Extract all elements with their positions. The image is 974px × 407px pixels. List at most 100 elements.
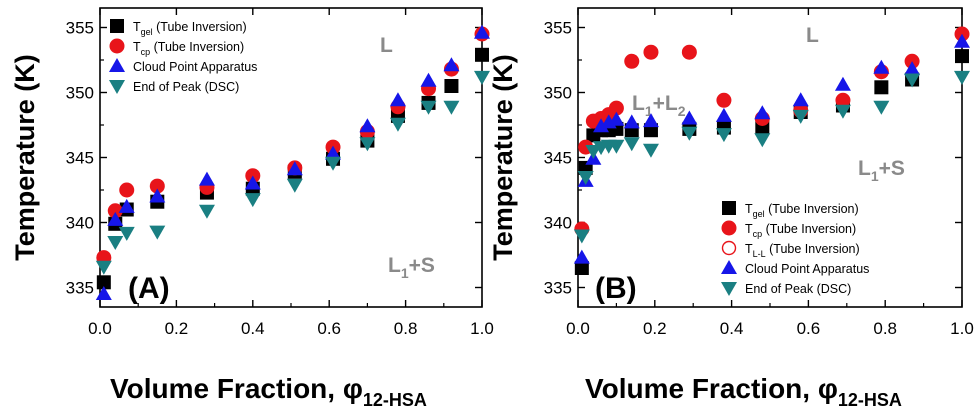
data-point-gel [955, 49, 969, 64]
legend-entry-gel: Tgel (Tube Inversion) [133, 20, 247, 37]
x-tick-label: 0.2 [165, 319, 189, 338]
panel-label: (B) [595, 272, 637, 305]
data-point-gel [874, 80, 889, 95]
data-point-ll [682, 45, 697, 60]
data-point-dsc [389, 117, 406, 132]
data-point-dsc [792, 109, 809, 124]
legend-marker-gel [110, 19, 124, 33]
series-dsc [95, 70, 490, 275]
data-point-cp [835, 92, 851, 108]
x-tick-label: 1.0 [950, 319, 974, 338]
data-point-dsc [754, 133, 771, 148]
data-point-dsc [474, 70, 490, 85]
data-point-dsc [149, 225, 166, 240]
data-point-dsc [642, 143, 659, 158]
y-tick-label: 340 [544, 214, 572, 233]
legend-marker-dsc [721, 282, 737, 296]
region-label: L [380, 34, 393, 57]
legend: Tgel (Tube Inversion) Tcp (Tube Inversion… [721, 201, 869, 296]
data-point-cloud [149, 188, 166, 203]
data-point-ll [643, 45, 659, 60]
region-label: L1+S [858, 157, 905, 184]
x-tick-label: 0.8 [873, 319, 897, 338]
data-point-dsc [286, 178, 303, 193]
data-point-dsc [873, 100, 890, 115]
data-point-cloud [198, 171, 215, 186]
data-point-dsc [443, 100, 460, 115]
legend-marker-cp [109, 38, 125, 54]
data-point-dsc [715, 128, 732, 143]
y-tick-label: 350 [544, 84, 572, 103]
data-point-cp [119, 182, 135, 198]
data-point-cloud [389, 92, 406, 107]
y-tick-label: 350 [66, 84, 94, 103]
y-axis-label: Temperature (K) [488, 54, 518, 261]
x-tick-label: 0.0 [566, 319, 590, 338]
data-point-cp [643, 44, 659, 60]
data-point-cloud [642, 113, 659, 128]
data-point-dsc [359, 137, 376, 152]
y-axis-label: Temperature (K) [10, 54, 40, 261]
x-tick-label: 0.8 [394, 319, 418, 338]
data-point-dsc [904, 73, 921, 88]
series-cloud [573, 33, 970, 264]
x-tick-label: 1.0 [470, 319, 494, 338]
data-point-dsc [118, 226, 135, 241]
data-point-gel [96, 275, 111, 290]
y-tick-label: 345 [66, 149, 94, 168]
data-point-cloud [623, 114, 640, 129]
legend-entry-dsc: End of Peak (DSC) [745, 282, 851, 296]
y-tick-label: 340 [66, 214, 94, 233]
data-point-cloud [118, 198, 135, 213]
data-point-cp [107, 203, 123, 219]
chart-panel-2: 0.0 0.2 0.4 0.6 0.8 1.0 335 340 345 350 355 Tempera… [488, 7, 974, 407]
data-point-cloud [359, 118, 376, 133]
data-point-cloud [474, 24, 490, 39]
series-cloud [95, 24, 490, 300]
legend-entry-gel: Tgel (Tube Inversion) [745, 202, 859, 219]
x-tick-label: 0.4 [720, 319, 744, 338]
data-point-dsc [244, 193, 261, 208]
data-point-cloud [244, 175, 261, 190]
y-tick-label: 335 [66, 279, 94, 298]
chart-panel-1: 0.0 0.2 0.4 0.6 0.8 1.0 335 340 345 350 355 Tempera… [10, 7, 494, 407]
legend-marker-gel [722, 201, 736, 215]
data-point-cloud [593, 118, 610, 133]
data-point-dsc [95, 260, 112, 275]
data-point-cloud [834, 76, 851, 91]
legend: Tgel (Tube Inversion) Tcp (Tube Inversion… [109, 19, 257, 94]
legend-entry-dsc: End of Peak (DSC) [133, 80, 239, 94]
data-point-cloud [573, 249, 590, 264]
data-point-cloud [904, 61, 921, 76]
data-point-cloud [420, 72, 437, 87]
x-tick-label: 0.0 [88, 319, 112, 338]
y-tick-label: 335 [544, 279, 572, 298]
data-point-dsc [577, 171, 594, 185]
data-point-dsc [608, 139, 625, 154]
data-point-dsc [681, 126, 698, 141]
legend-entry-cp: Tcp (Tube Inversion) [745, 222, 856, 239]
data-point-cloud [107, 211, 124, 226]
series-ll [624, 45, 697, 69]
legend-entry-cloud: Cloud Point Apparatus [133, 60, 257, 74]
data-point-cloud [873, 59, 890, 74]
x-tick-label: 0.6 [797, 319, 821, 338]
data-point-dsc [107, 236, 124, 250]
data-point-dsc [834, 104, 851, 119]
data-point-cp [681, 44, 697, 60]
data-point-gel [475, 47, 489, 62]
data-point-cp [608, 100, 624, 116]
y-tick-label: 345 [544, 149, 572, 168]
data-point-cloud [443, 57, 460, 72]
data-point-dsc [623, 137, 640, 152]
legend-marker-cloud [109, 58, 125, 72]
data-point-cloud [754, 105, 771, 120]
legend-marker-ll [721, 240, 737, 256]
legend-marker-cloud [721, 260, 737, 274]
region-label: L [806, 24, 819, 47]
legend-marker-cp [721, 220, 737, 236]
legend-entry-cloud: Cloud Point Apparatus [745, 262, 869, 276]
x-tick-label: 0.4 [241, 319, 265, 338]
data-point-cp [716, 92, 732, 108]
